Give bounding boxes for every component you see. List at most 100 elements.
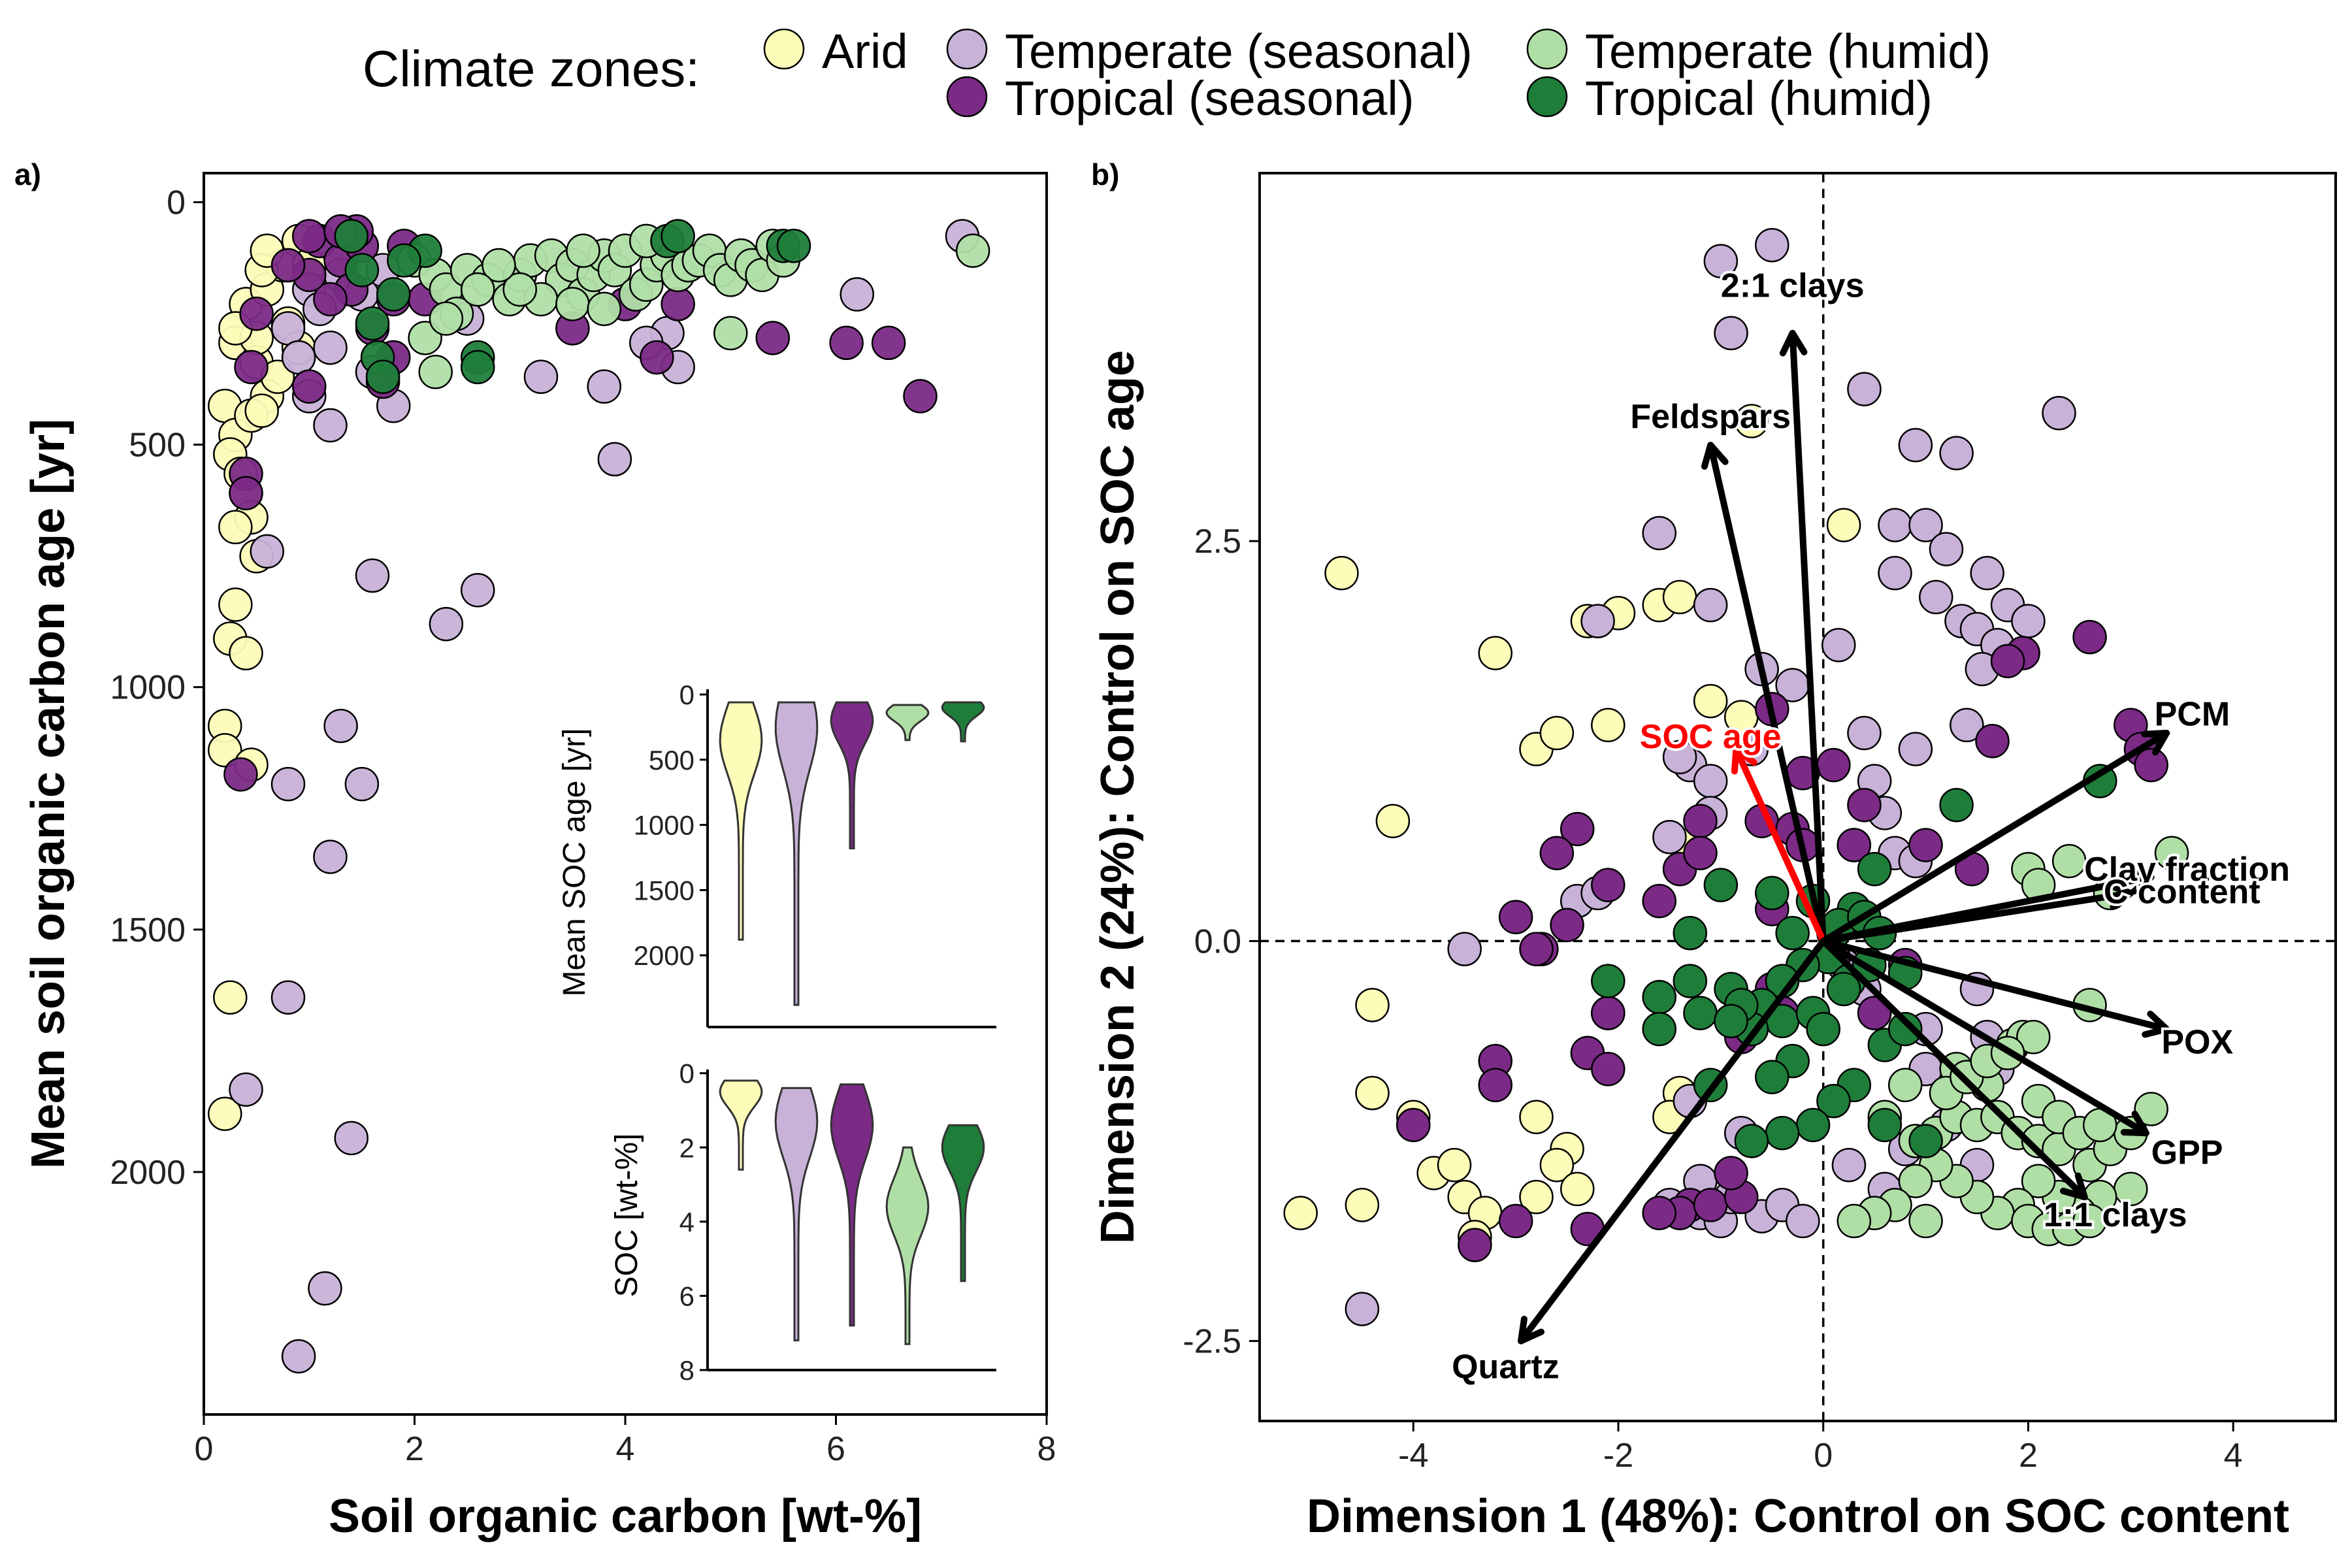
- y-tick-label: 2000: [110, 1154, 186, 1192]
- point-temp_humid: [2154, 836, 2189, 870]
- legend: Climate zones: Arid Temperate (seasonal)T…: [363, 24, 1991, 125]
- point-arid: [1734, 404, 1769, 438]
- point-trop_seasonal: [1847, 787, 1882, 823]
- point-temp_seasonal: [308, 1271, 342, 1306]
- point-temp_humid: [482, 248, 516, 283]
- vector-gpp: [1820, 938, 2149, 1137]
- vector-label: POX: [2161, 1024, 2233, 1062]
- vector-arrowhead: [2120, 1110, 2149, 1137]
- violin-trop_seasonal: [830, 701, 874, 849]
- point-temp_humid: [955, 233, 990, 268]
- violin-temp_humid: [885, 1146, 930, 1345]
- point-trop_humid: [1908, 1124, 1943, 1158]
- point-trop_seasonal: [2134, 747, 2168, 783]
- point-temp_seasonal: [1929, 532, 1964, 566]
- point-temp_seasonal: [1898, 428, 1933, 463]
- point-temp_seasonal: [1847, 372, 1882, 406]
- legend-title: Climate zones:: [363, 40, 700, 97]
- point-temp_seasonal: [1652, 819, 1687, 855]
- point-trop_seasonal: [1837, 828, 1872, 862]
- point-trop_seasonal: [223, 757, 258, 792]
- point-trop_seasonal: [1550, 907, 1584, 943]
- point-trop_seasonal: [1478, 1068, 1513, 1103]
- point-temp_seasonal: [1580, 604, 1615, 638]
- point-temp_humid: [566, 233, 600, 268]
- point-trop_seasonal: [1857, 996, 1892, 1030]
- point-temp_seasonal: [250, 534, 284, 569]
- vector-1-1-clays: [1820, 938, 2088, 1201]
- point-temp_humid: [502, 272, 537, 307]
- point-temp_seasonal: [355, 558, 390, 593]
- point-temp_seasonal: [461, 573, 495, 608]
- x-tick-label: 6: [826, 1430, 845, 1468]
- point-temp_seasonal: [1908, 508, 1943, 542]
- x-tick-label: 0: [1814, 1437, 1833, 1475]
- point-temp_seasonal: [840, 277, 874, 312]
- point-trop_humid: [1683, 996, 1718, 1030]
- panel-b-y-axis-label: Dimension 2 (24%): Control on SOC age: [1092, 350, 1144, 1244]
- point-trop_humid: [1867, 1107, 1903, 1143]
- point-trop_humid: [1591, 964, 1625, 998]
- point-temp_seasonal: [1662, 740, 1697, 775]
- point-arid: [1355, 988, 1390, 1022]
- point-temp_seasonal: [323, 708, 358, 743]
- point-trop_seasonal: [292, 369, 327, 404]
- point-trop_humid: [1755, 1060, 1789, 1094]
- point-temp_seasonal: [313, 330, 348, 365]
- inset-y-tick-label: 2: [679, 1132, 694, 1163]
- point-trop_seasonal: [640, 340, 674, 375]
- legend-label-temp_humid: Temperate (humid): [1585, 24, 1991, 78]
- inset-y-tick-label: 2000: [634, 940, 694, 971]
- point-trop_seasonal: [1560, 811, 1595, 847]
- point-trop_humid: [344, 253, 380, 287]
- point-temp_humid: [429, 301, 464, 336]
- violin-temp_seasonal: [774, 701, 819, 1006]
- vector-label: SOC age: [1640, 718, 1782, 756]
- panel-a-y-axis-label: Mean soil organic carbon age [yr]: [22, 419, 74, 1169]
- inset-top-y-label: Mean SOC age [yr]: [557, 728, 592, 997]
- point-trop_humid: [1806, 1011, 1840, 1047]
- legend-label-arid: Arid: [822, 24, 908, 78]
- point-arid: [218, 510, 253, 545]
- point-trop_humid: [1703, 868, 1739, 902]
- vector-pox: [1820, 938, 2170, 1033]
- inset-y-tick-label: 0: [679, 1058, 694, 1089]
- point-arid: [213, 980, 248, 1015]
- legend-label-trop_humid: Tropical (humid): [1585, 71, 1933, 125]
- legend-swatch-trop_seasonal: [946, 76, 988, 118]
- vector-label: PCM: [2155, 696, 2230, 734]
- point-arid: [218, 587, 253, 622]
- point-temp_seasonal: [1345, 1292, 1380, 1326]
- point-temp_seasonal: [429, 606, 464, 642]
- point-temp_seasonal: [1642, 515, 1676, 551]
- point-trop_humid: [1887, 1011, 1923, 1047]
- vector-label: Feldspars: [1630, 398, 1791, 436]
- point-trop_seasonal: [1591, 868, 1625, 902]
- inset-y-tick-label: 500: [649, 745, 694, 776]
- vector-arrowhead: [2127, 867, 2155, 895]
- point-temp_seasonal: [2011, 604, 2046, 638]
- point-temp_seasonal: [1821, 628, 1856, 662]
- point-temp_humid: [2016, 1020, 2051, 1054]
- point-temp_seasonal: [1970, 555, 2004, 591]
- point-arid: [1662, 580, 1697, 615]
- point-temp_seasonal: [270, 980, 306, 1015]
- point-temp_humid: [555, 287, 590, 321]
- x-tick-label: 0: [195, 1430, 214, 1468]
- vector-arrowhead: [2142, 1010, 2170, 1038]
- point-arid: [1591, 708, 1625, 743]
- point-temp_seasonal: [344, 766, 380, 802]
- point-temp_humid: [587, 291, 621, 327]
- point-arid: [1375, 804, 1411, 838]
- point-arid: [1345, 1188, 1380, 1222]
- y-tick-label: 1500: [110, 911, 186, 949]
- point-temp_seasonal: [1919, 580, 1953, 615]
- point-trop_seasonal: [234, 350, 269, 385]
- violin-trop_humid: [941, 701, 985, 743]
- vector-arrowhead: [2106, 882, 2134, 910]
- point-arid: [1539, 1147, 1575, 1183]
- point-trop_humid: [1765, 1115, 1800, 1151]
- point-trop_humid: [355, 306, 390, 341]
- point-trop_humid: [1714, 1004, 1748, 1039]
- point-trop_seasonal: [871, 325, 906, 361]
